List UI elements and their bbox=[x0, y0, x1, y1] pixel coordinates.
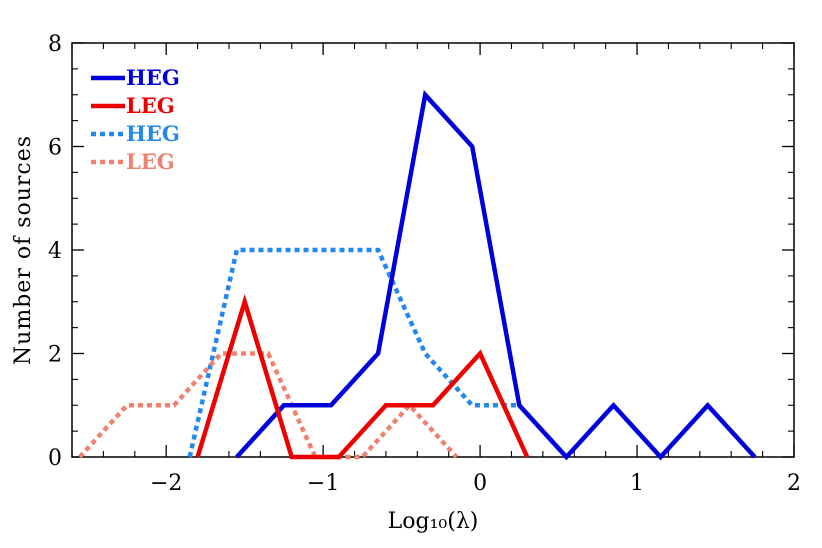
x-axis-label: Log₁₀(λ) bbox=[388, 509, 479, 534]
y-tick-label: 0 bbox=[48, 446, 62, 471]
legend-label: HEG bbox=[126, 65, 180, 90]
y-tick-label: 4 bbox=[48, 239, 62, 264]
axis-ticks: −2 −1 0 1 2 0 2 4 6 8 bbox=[48, 32, 801, 496]
y-tick-label: 2 bbox=[48, 343, 62, 368]
legend-label: LEG bbox=[126, 149, 175, 174]
y-axis-label: Number of sources bbox=[11, 135, 36, 365]
y-tick-label: 6 bbox=[48, 136, 62, 161]
x-tick-label: 2 bbox=[787, 471, 801, 496]
x-tick-label: 1 bbox=[630, 471, 644, 496]
series-line-heg-solid bbox=[235, 89, 757, 461]
series-line-leg-dotted bbox=[78, 351, 459, 460]
x-tick-label: −1 bbox=[307, 471, 339, 496]
legend-label: HEG bbox=[126, 121, 180, 146]
legend: HEG LEG HEG LEG bbox=[91, 65, 180, 174]
legend-label: LEG bbox=[126, 93, 175, 118]
series-lines bbox=[78, 89, 757, 461]
x-tick-label: 0 bbox=[473, 471, 487, 496]
x-tick-label: −2 bbox=[150, 471, 182, 496]
y-tick-label: 8 bbox=[48, 32, 62, 57]
series-line-leg-solid bbox=[195, 294, 530, 460]
